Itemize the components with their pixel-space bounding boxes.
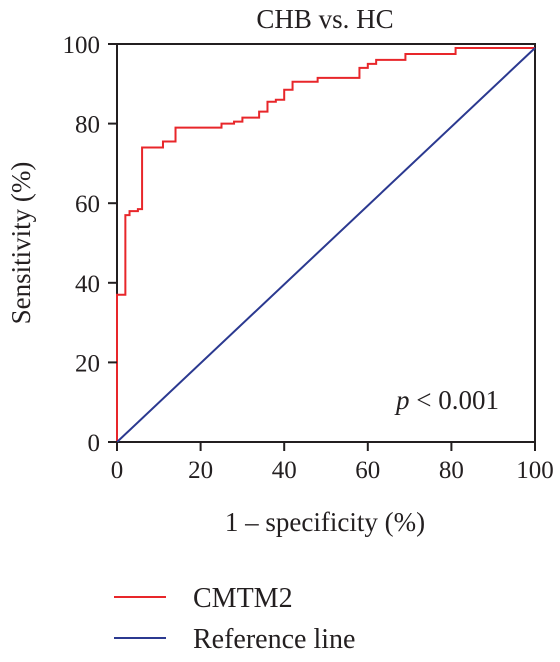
x-tick-label: 20 <box>188 457 213 484</box>
series-layer <box>116 46 536 443</box>
x-tick-label: 80 <box>439 457 464 484</box>
y-tick-label: 40 <box>75 271 100 298</box>
chart-title: CHB vs. HC <box>256 4 393 34</box>
y-axis-ticks: 0 20 40 60 80 100 <box>63 32 117 457</box>
x-tick-label: 40 <box>272 457 297 484</box>
series-line-reference-line <box>116 47 536 443</box>
y-tick-label: 60 <box>75 191 100 218</box>
y-tick-label: 80 <box>75 112 100 139</box>
y-tick-label: 20 <box>75 350 100 377</box>
p-value-annotation: p < 0.001 <box>394 385 499 415</box>
plot-frame <box>116 43 536 443</box>
legend-label-reference-line: Reference line <box>193 624 355 655</box>
x-axis-label: 1 – specificity (%) <box>225 507 425 537</box>
legend: CMTM2 Reference line <box>114 583 355 655</box>
series-line-cmtm2 <box>116 46 535 442</box>
x-axis-ticks: 0 20 40 60 80 100 <box>111 442 554 484</box>
y-tick-label: 100 <box>63 32 101 59</box>
x-tick-label: 100 <box>516 457 554 484</box>
y-tick-label: 0 <box>88 430 101 457</box>
y-axis-label: Sensitivity (%) <box>6 162 36 325</box>
p-value-symbol: p <box>394 385 410 415</box>
legend-label-cmtm2: CMTM2 <box>193 583 293 614</box>
x-tick-label: 60 <box>355 457 380 484</box>
p-value-text: < 0.001 <box>410 385 499 415</box>
x-tick-label: 0 <box>111 457 124 484</box>
